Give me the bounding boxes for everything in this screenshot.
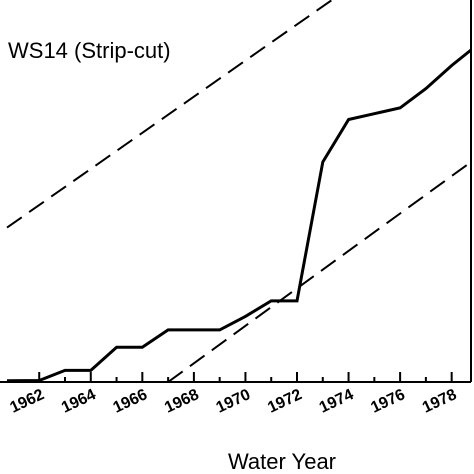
x-tick-label: 1978 — [420, 386, 460, 416]
x-tick-label: 1972 — [265, 386, 305, 416]
x-tick-labels: 1962 1964 1966 1968 1970 1972 1974 1976 1978 — [7, 386, 459, 416]
x-tick-label: 1970 — [214, 386, 254, 416]
plot-frame — [0, 0, 472, 383]
x-tick-label: 1966 — [111, 386, 151, 416]
solid-series-line — [6, 48, 472, 383]
dashed-line-2 — [167, 161, 472, 383]
x-axis-ticks — [38, 372, 453, 382]
x-tick-label: 1976 — [368, 386, 408, 416]
series-layer — [6, 0, 472, 383]
x-axis-title: Water Year — [228, 449, 336, 474]
x-tick-label: 1964 — [59, 386, 99, 416]
x-tick-label: 1968 — [162, 386, 202, 416]
dashed-line-1 — [6, 0, 334, 229]
x-tick-label: 1974 — [317, 386, 357, 416]
x-tick-label: 1962 — [7, 386, 47, 416]
chart-title: WS14 (Strip-cut) — [8, 38, 171, 63]
